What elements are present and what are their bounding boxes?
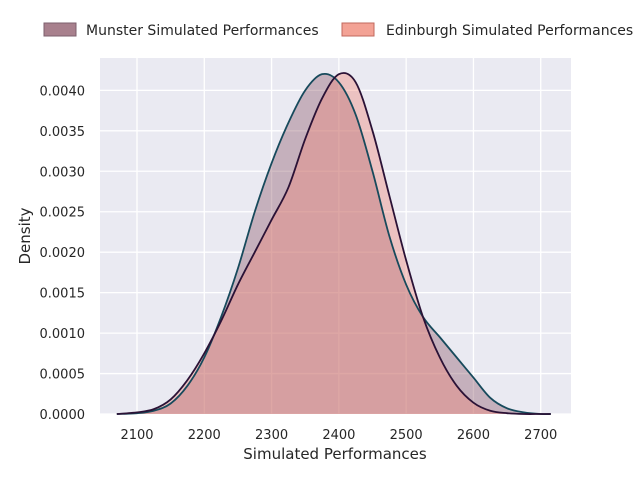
munster-density-line bbox=[116, 72, 551, 416]
x-tick-label: 2600 bbox=[457, 428, 490, 443]
x-tick-label: 2500 bbox=[390, 428, 423, 443]
x-tick-label: 2200 bbox=[188, 428, 221, 443]
y-tick-label: 0.0030 bbox=[40, 165, 86, 180]
density-series bbox=[116, 72, 551, 416]
edinburgh-density-area bbox=[116, 72, 551, 415]
legend-swatch-edinburgh bbox=[341, 22, 375, 37]
y-tick-label: 0.0000 bbox=[40, 408, 86, 423]
grid-lines bbox=[100, 58, 571, 415]
x-tick-label: 2400 bbox=[322, 428, 355, 443]
x-tick-label: 2300 bbox=[255, 428, 288, 443]
x-tick-labels: 2100 2200 2300 2400 2500 2600 2700 bbox=[120, 428, 557, 443]
y-tick-labels: 0.0000 0.0005 0.0010 0.0015 0.0020 0.0025 0.00… bbox=[40, 84, 86, 423]
legend-label-munster: Munster Simulated Performances bbox=[86, 23, 319, 39]
y-tick-label: 0.0005 bbox=[40, 368, 86, 383]
legend-label-edinburgh: Edinburgh Simulated Performances bbox=[386, 23, 633, 39]
y-tick-label: 0.0040 bbox=[40, 84, 86, 99]
plot-background bbox=[100, 58, 571, 414]
y-tick-label: 0.0010 bbox=[40, 327, 86, 342]
legend-swatch-munster bbox=[43, 22, 77, 37]
x-tick-label: 2700 bbox=[524, 428, 557, 443]
edinburgh-density-line bbox=[116, 72, 551, 415]
y-axis-title: Density bbox=[16, 207, 34, 264]
legend: Munster Simulated Performances Edinburgh… bbox=[43, 22, 633, 39]
x-axis-title: Simulated Performances bbox=[243, 445, 427, 463]
munster-density-area bbox=[116, 73, 551, 415]
y-tick-label: 0.0015 bbox=[40, 287, 86, 302]
x-tick-label: 2100 bbox=[120, 428, 153, 443]
y-tick-label: 0.0035 bbox=[40, 125, 86, 140]
y-tick-label: 0.0025 bbox=[40, 206, 86, 221]
y-tick-label: 0.0020 bbox=[40, 246, 86, 261]
